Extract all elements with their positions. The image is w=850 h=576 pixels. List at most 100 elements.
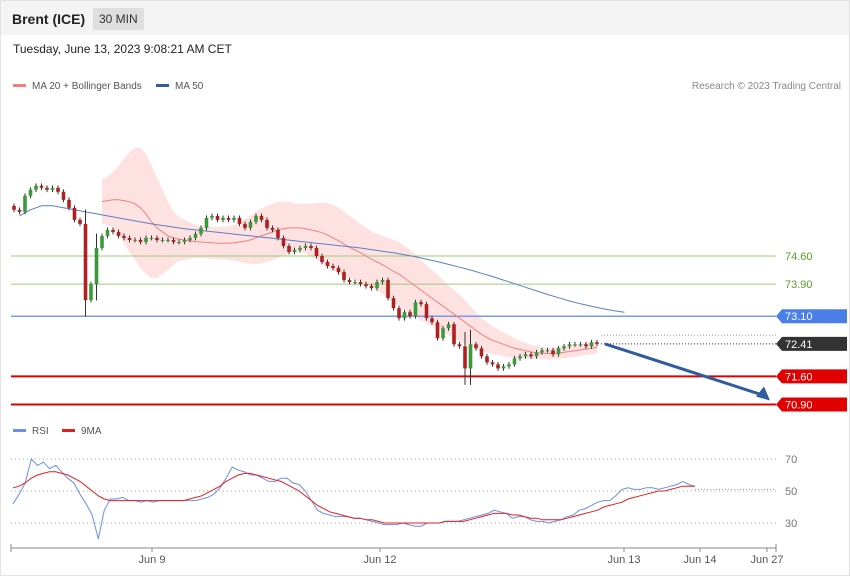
- candle-bullish: [166, 239, 170, 241]
- candle-bearish: [331, 266, 335, 269]
- candle-bullish: [50, 187, 55, 190]
- candle-bullish: [160, 239, 165, 241]
- x-tick-label: Jun 27: [750, 554, 783, 566]
- candle-bullish: [292, 249, 297, 252]
- candle-bearish: [127, 237, 132, 240]
- candle-bearish: [45, 187, 49, 190]
- rsi-9ma-line: [12, 471, 695, 524]
- level-label-71-60: 71.60: [785, 371, 813, 383]
- candle-bullish: [204, 217, 209, 228]
- 9ma-swatch: [62, 428, 75, 432]
- candle-bullish: [34, 185, 38, 190]
- candle-bearish: [138, 239, 143, 242]
- candle-bearish: [226, 217, 231, 220]
- candle-bullish: [545, 350, 550, 352]
- candle-bearish: [314, 247, 319, 256]
- candle-bearish: [281, 237, 286, 246]
- candle-bullish: [518, 356, 522, 359]
- ma20-legend-label: MA 20 + Bollinger Bands: [32, 81, 142, 92]
- candle-bearish: [551, 350, 555, 355]
- candle-bearish: [435, 322, 440, 339]
- bollinger-band: [102, 147, 597, 360]
- candle-bullish: [144, 237, 148, 242]
- candle-bearish: [496, 364, 500, 369]
- candle-bearish: [419, 302, 423, 305]
- candle-bearish: [463, 346, 467, 369]
- candle-bearish: [347, 280, 352, 283]
- ma50-swatch: [156, 83, 169, 87]
- projection-arrow-head: [756, 386, 770, 401]
- rsi-legend-label: RSI: [32, 426, 49, 437]
- candle-bearish: [122, 235, 126, 238]
- candle-bearish: [116, 231, 121, 236]
- candle-bullish: [303, 245, 308, 248]
- x-tick-label: Jun 12: [363, 554, 396, 566]
- candle-bearish: [259, 215, 264, 220]
- candle-bullish: [468, 344, 473, 369]
- candle-bearish: [111, 229, 115, 232]
- candle-bullish: [199, 227, 203, 234]
- candle-bullish: [534, 352, 539, 357]
- candle-bearish: [485, 356, 489, 363]
- candle-bullish: [100, 235, 104, 248]
- 9ma-legend-label: 9MA: [81, 426, 102, 437]
- candle-bullish: [413, 302, 418, 317]
- x-tick-label: Jun 13: [607, 554, 640, 566]
- candle-bearish: [276, 229, 280, 238]
- projection-arrow-shaft: [604, 342, 765, 397]
- candle-bearish: [17, 209, 22, 212]
- rsi-swatch: [13, 428, 26, 432]
- candle-bullish: [177, 241, 181, 243]
- candle-bearish: [358, 282, 363, 285]
- candle-bearish: [369, 286, 374, 289]
- candle-bearish: [336, 268, 341, 273]
- candle-bullish: [105, 229, 110, 236]
- candle-bullish: [402, 312, 407, 319]
- price-legend-ma50: MA 50: [156, 81, 203, 92]
- candle-bullish: [589, 342, 594, 347]
- candle-bullish: [353, 282, 357, 284]
- candle-bullish: [375, 282, 379, 289]
- level-tag-support: [776, 397, 847, 412]
- candle-bearish: [595, 342, 599, 344]
- candle-bearish: [61, 191, 66, 200]
- level-label-70-90: 70.90: [785, 400, 813, 412]
- timeframe-badge[interactable]: 30 MIN: [93, 8, 144, 30]
- candles-group: [12, 183, 599, 385]
- candle-bullish: [380, 280, 385, 283]
- candle-bearish: [270, 227, 275, 230]
- candle-bullish: [23, 195, 27, 212]
- candle-bullish: [578, 344, 583, 346]
- rsi-tick-50: 50: [785, 486, 797, 498]
- candle-bearish: [408, 312, 412, 317]
- candle-bearish: [364, 284, 368, 287]
- candle-bearish: [342, 272, 346, 281]
- copyright-text: Research © 2023 Trading Central: [691, 81, 841, 92]
- candle-bullish: [562, 346, 566, 349]
- candle-bearish: [12, 205, 16, 210]
- candle-bullish: [89, 284, 93, 301]
- candle-bearish: [155, 237, 159, 240]
- rsi-tick-70: 70: [785, 454, 797, 466]
- candle-bearish: [78, 219, 82, 224]
- candle-bearish: [83, 223, 88, 301]
- candle-bullish: [232, 217, 236, 220]
- candle-bearish: [320, 256, 324, 263]
- candle-bearish: [529, 354, 533, 357]
- level-label-74-60: 74.60: [785, 251, 813, 263]
- candle-bearish: [479, 348, 484, 357]
- candle-bearish: [325, 262, 330, 267]
- candle-bearish: [67, 199, 71, 208]
- price-legend-ma20: MA 20 + Bollinger Bands: [13, 81, 142, 92]
- candle-bearish: [243, 223, 247, 228]
- chart-datetime: Tuesday, June 13, 2023 9:08:21 AM CET: [13, 42, 232, 56]
- candle-bearish: [39, 185, 44, 188]
- rsi-legend-9ma: 9MA: [62, 426, 102, 437]
- candle-bullish: [573, 344, 577, 346]
- candle-bearish: [584, 344, 588, 347]
- candle-bullish: [567, 344, 572, 347]
- x-tick-label: Jun 9: [139, 554, 166, 566]
- ma50-legend-label: MA 50: [175, 81, 204, 92]
- x-tick-label: Jun 14: [683, 554, 716, 566]
